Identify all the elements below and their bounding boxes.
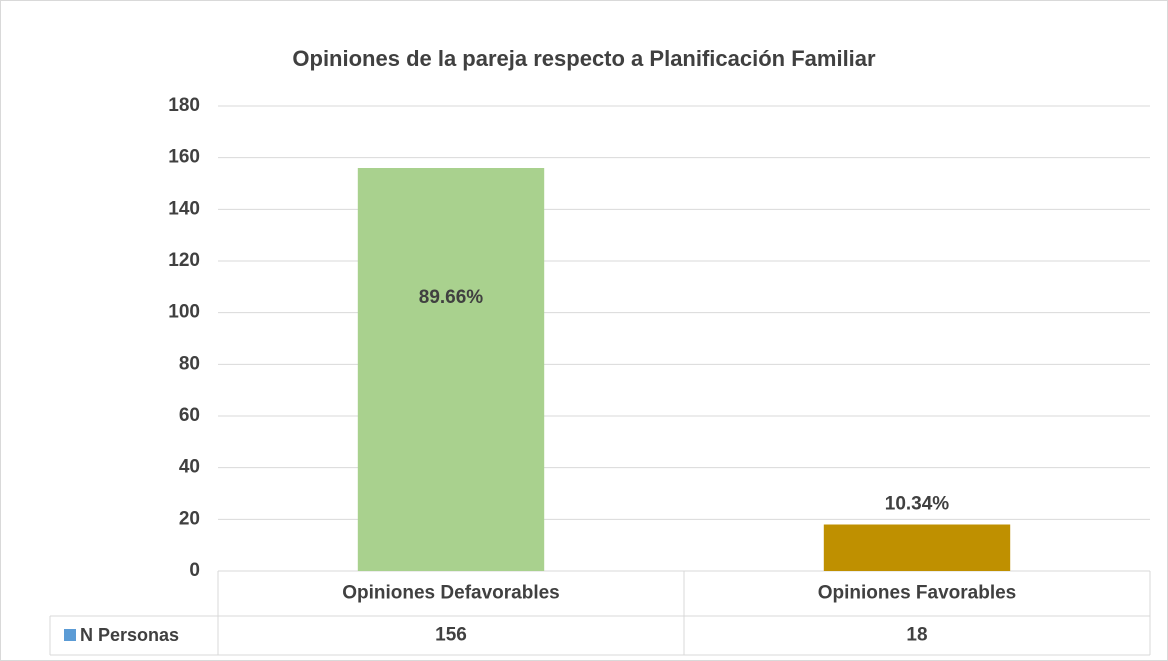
y-tick-label: 80: [179, 353, 200, 374]
y-tick-label: 140: [168, 198, 200, 219]
data-label: 10.34%: [885, 494, 950, 515]
bar: [357, 168, 545, 571]
legend-key: [64, 629, 76, 641]
y-tick-label: 180: [168, 95, 200, 116]
y-tick-label: 60: [179, 405, 200, 426]
y-tick-label: 0: [189, 560, 200, 581]
table-value: 18: [906, 625, 927, 646]
y-tick-label: 120: [168, 250, 200, 271]
data-label: 89.66%: [419, 287, 484, 308]
y-tick-label: 100: [168, 302, 200, 323]
y-tick-label: 160: [168, 147, 200, 168]
y-tick-label: 20: [179, 508, 200, 529]
table-value: 156: [435, 625, 467, 646]
bar: [823, 524, 1011, 571]
legend-label: N Personas: [80, 625, 179, 645]
chart-title: Opiniones de la pareja respecto a Planif…: [292, 46, 876, 71]
y-tick-label: 40: [179, 457, 200, 478]
x-tick-label: Opiniones Favorables: [818, 583, 1017, 604]
x-tick-label: Opiniones Defavorables: [342, 583, 560, 604]
